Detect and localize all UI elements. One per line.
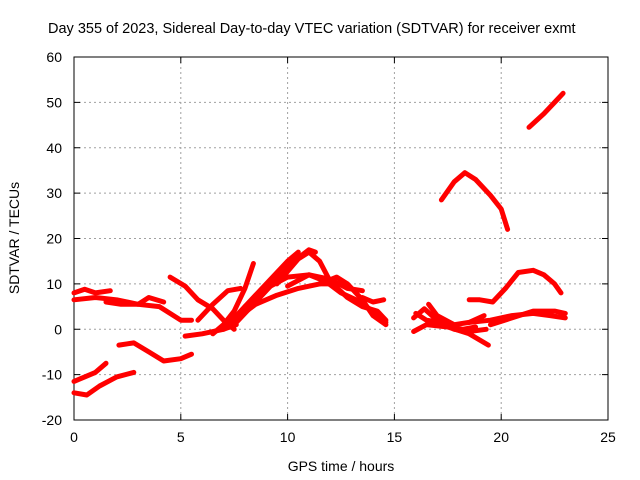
series-line-seg-16 xyxy=(285,272,389,325)
y-tick-label: -20 xyxy=(42,412,62,428)
x-tick-label: 5 xyxy=(177,429,185,445)
series-line-seg-26 xyxy=(488,308,568,328)
x-tick-label: 10 xyxy=(280,429,296,445)
y-tick-label: 10 xyxy=(46,276,62,292)
x-axis-label: GPS time / hours xyxy=(288,458,395,474)
x-axis-ticks: 0 5 10 15 20 25 xyxy=(70,57,616,445)
series-line-seg-3 xyxy=(71,286,113,296)
x-tick-label: 0 xyxy=(70,429,78,445)
series-line-seg-6 xyxy=(103,295,167,307)
series-line-seg-10 xyxy=(210,261,256,337)
series-line-seg-11 xyxy=(221,249,301,332)
y-tick-label: 0 xyxy=(54,321,62,337)
y-tick-label: -10 xyxy=(42,367,62,383)
series-line-seg-2 xyxy=(71,369,137,398)
series-line-seg-5 xyxy=(116,340,194,364)
series-line-seg-9 xyxy=(195,285,244,323)
series-line-seg-4 xyxy=(71,295,194,323)
y-tick-label: 50 xyxy=(46,94,62,110)
series-line-seg-21 xyxy=(413,310,489,334)
y-tick-label: 40 xyxy=(46,140,62,156)
grid xyxy=(74,57,608,420)
x-tick-label: 25 xyxy=(600,429,616,445)
x-tick-label: 20 xyxy=(493,429,509,445)
series-line-seg-24 xyxy=(466,267,564,305)
series-line-seg-17 xyxy=(317,274,389,328)
series-line-seg-23 xyxy=(438,170,511,232)
series-line-seg-18 xyxy=(359,295,387,305)
y-axis-label: SDTVAR / TECUs xyxy=(6,182,22,294)
series-line-seg-27 xyxy=(526,90,566,130)
data-series xyxy=(71,90,568,398)
series-line-seg-1 xyxy=(71,360,109,384)
y-tick-label: 60 xyxy=(46,49,62,65)
x-tick-label: 15 xyxy=(387,429,403,445)
y-axis-ticks: -20 -10 0 10 20 30 40 50 60 xyxy=(42,49,608,428)
y-tick-label: 20 xyxy=(46,231,62,247)
chart-title: Day 355 of 2023, Sidereal Day-to-day VTE… xyxy=(48,21,576,37)
y-tick-label: 30 xyxy=(46,185,62,201)
